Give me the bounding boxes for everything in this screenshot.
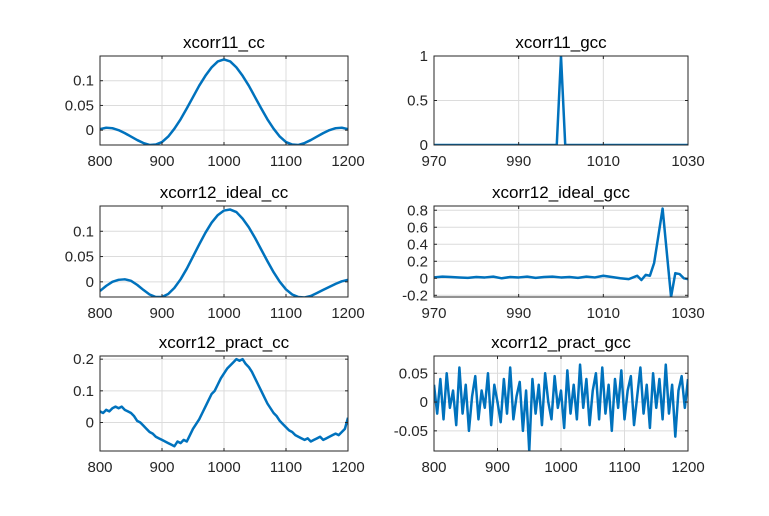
x-tick-label: 900 (149, 305, 174, 322)
x-tick-label: 1100 (270, 153, 302, 170)
subplot-1: 800 900 1000 1100 1200 0 0.05 0.1 xcorr11_cc (65, 33, 365, 170)
x-tick-label: 990 (506, 305, 531, 322)
subplot-title: xcorr12_pract_gcc (491, 333, 631, 352)
y-tick-label: 0.05 (399, 365, 428, 382)
y-tick-label: 0.2 (407, 253, 428, 270)
x-tick-label: 900 (149, 459, 174, 476)
y-tick-label: 0 (86, 274, 94, 291)
subplot-5: 800 900 1000 1100 1200 0 0.1 0.2 xcorr12_pract_c… (73, 333, 365, 476)
x-tick-label: 1000 (207, 459, 240, 476)
axes-frame (433, 205, 689, 298)
y-tick-label: 0 (420, 137, 428, 154)
x-tick-label: 1200 (331, 153, 364, 170)
x-tick-label: 990 (506, 153, 531, 170)
series-line-1 (100, 208, 348, 297)
subplot-title: xcorr12_ideal_gcc (492, 183, 630, 202)
subplot-2: 970 990 1010 1030 0 0.5 1 xcorr11_gcc (407, 33, 705, 170)
y-tick-label: 0.4 (407, 236, 428, 253)
subplot-title: xcorr12_pract_cc (159, 333, 290, 352)
x-tick-label: 1010 (587, 305, 620, 322)
y-tick-label: 0.8 (407, 202, 428, 219)
y-tick-label: -0.2 (402, 287, 428, 304)
subplot-3: 800 900 1000 1100 1200 0 0.05 0.1 xcorr12_ideal_… (65, 183, 365, 322)
x-tick-label: 1200 (331, 459, 364, 476)
series-line-1 (434, 363, 688, 451)
y-tick-label: 0.05 (65, 97, 94, 114)
y-tick-label: 0.1 (73, 73, 94, 90)
x-tick-label: 1200 (331, 305, 364, 322)
y-tick-label: 0 (420, 394, 428, 411)
x-tick-label: 1010 (587, 153, 620, 170)
x-tick-label: 900 (485, 459, 510, 476)
x-tick-label: 1030 (671, 153, 704, 170)
y-tick-label: 1 (420, 48, 428, 65)
subplot-title: xcorr11_cc (183, 33, 265, 52)
y-tick-label: 0.1 (73, 223, 94, 240)
x-tick-label: 1100 (270, 305, 302, 322)
series-line-1 (434, 207, 688, 297)
y-tick-label: 0.1 (73, 383, 94, 400)
x-tick-label: 1030 (671, 305, 704, 322)
x-tick-label: 800 (87, 153, 112, 170)
x-tick-label: 1200 (671, 459, 704, 476)
subplot-4: 970 990 1010 1030 -0.200.20.40.60.8 xcorr12_i… (402, 183, 705, 322)
x-tick-label: 970 (421, 153, 446, 170)
x-tick-label: 1000 (544, 459, 577, 476)
y-tick-label: 0.6 (407, 219, 428, 236)
y-tick-label: -0.05 (394, 423, 428, 440)
subplot-title: xcorr11_gcc (515, 33, 607, 52)
y-tick-label: 0.05 (65, 249, 94, 266)
subplot-title: xcorr12_ideal_cc (160, 183, 289, 202)
x-tick-label: 1100 (608, 459, 640, 476)
x-tick-label: 900 (149, 153, 174, 170)
x-tick-label: 800 (87, 305, 112, 322)
x-tick-label: 1000 (207, 305, 240, 322)
x-tick-label: 1000 (207, 153, 240, 170)
plot-background (433, 205, 689, 298)
y-tick-label: 0 (420, 270, 428, 287)
x-tick-label: 1100 (270, 459, 302, 476)
y-tick-label: 0.2 (73, 351, 94, 368)
x-tick-label: 800 (87, 459, 112, 476)
y-tick-label: 0 (86, 122, 94, 139)
x-tick-label: 970 (421, 305, 446, 322)
y-tick-label: 0.5 (407, 93, 428, 110)
x-tick-label: 800 (421, 459, 446, 476)
y-tick-label: 0 (86, 415, 94, 432)
series-line-1 (100, 357, 348, 448)
subplot-6: 800 900 1000 1100 1200 -0.05 0 0.05 xcorr12_prac… (394, 333, 705, 476)
series-line-1 (100, 58, 348, 145)
